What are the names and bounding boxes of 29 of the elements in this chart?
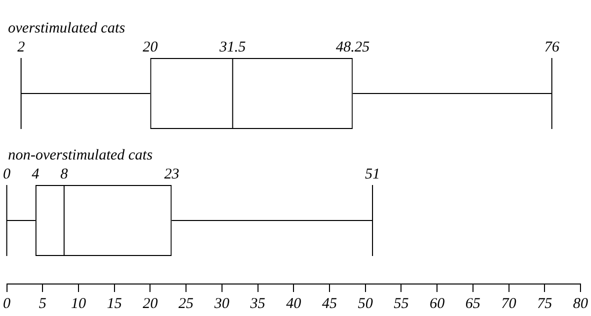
annotation: 20	[142, 39, 158, 56]
x-tick-label: 65	[465, 296, 481, 312]
x-tick-label: 20	[142, 296, 158, 312]
x-tick-label: 35	[249, 296, 266, 312]
annotation: 0	[3, 166, 11, 182]
x-tick-label: 70	[501, 296, 517, 312]
x-tick-label: 45	[322, 296, 338, 312]
x-tick-label: 25	[178, 296, 194, 312]
annotation: 23	[164, 166, 180, 182]
annotation: 4	[32, 166, 40, 182]
annotation: 8	[60, 166, 68, 182]
y-tick-label: overstimulated cats	[8, 20, 126, 36]
x-tick-label: 75	[537, 296, 553, 312]
x-tick-label: 60	[430, 296, 446, 312]
x-tick-label: 10	[70, 296, 86, 312]
x-tick-label: 80	[573, 296, 588, 312]
x-tick-label: 55	[394, 296, 410, 312]
x-tick-label: 15	[106, 296, 122, 312]
x-tick-label: 40	[286, 296, 302, 312]
annotation: 51	[365, 166, 380, 182]
annotation: 76	[544, 39, 560, 56]
annotation: 2	[17, 39, 26, 56]
x-tick-label: 50	[358, 296, 374, 312]
x-tick-label: 30	[213, 296, 230, 312]
x-tick-label: 5	[38, 296, 47, 312]
annotation: 48.25	[336, 39, 370, 56]
x-tick-label: 0	[3, 296, 11, 312]
annotation: 31.5	[218, 39, 246, 56]
y-tick-label: non-overstimulated cats	[8, 147, 153, 164]
